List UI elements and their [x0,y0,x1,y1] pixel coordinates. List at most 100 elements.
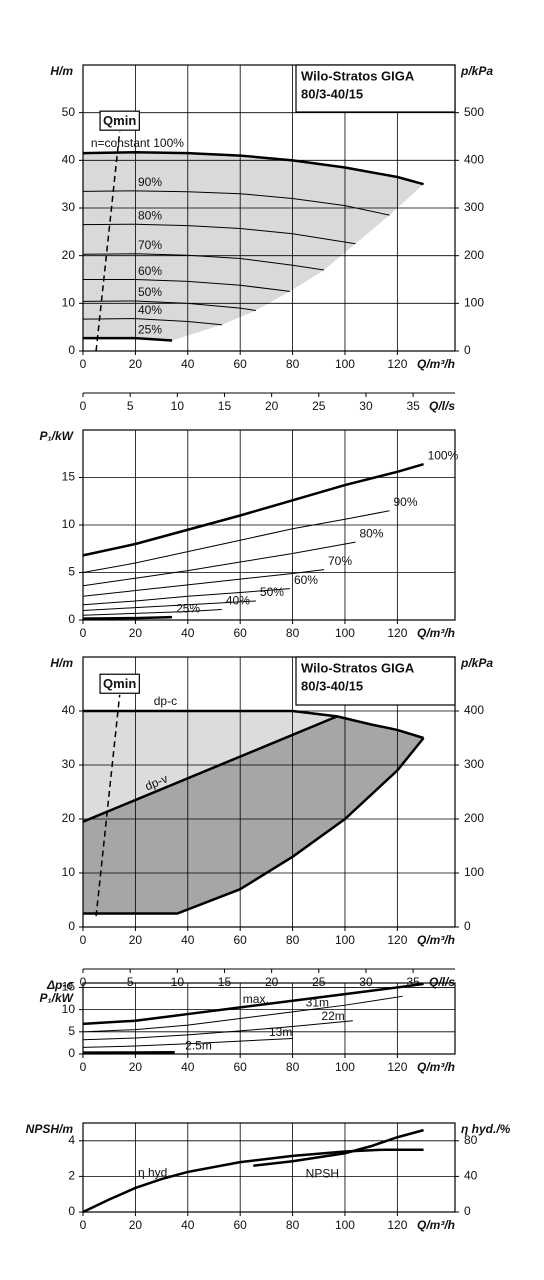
curve-label: 90% [138,175,162,189]
curve [82,600,256,611]
x-tick-label: 120 [387,1060,407,1074]
curve [82,223,356,245]
curve [82,300,256,311]
curve-label: 70% [328,554,352,568]
x2-tick-label: 10 [171,399,185,413]
chart-subtitle: 80/3-40/15 [301,86,363,101]
x-tick-label: 40 [181,626,195,640]
curve-label: NPSH [306,1166,339,1180]
x-tick-label: 80 [286,1218,300,1232]
x-tick-label: 40 [181,357,195,371]
y-tick-label: 20 [62,248,76,262]
x-tick-label: 120 [387,626,407,640]
plot-frame [82,982,456,1055]
curve [82,462,424,557]
y2-tick-label: 0 [464,919,471,933]
y2-tick-label: 0 [464,343,471,357]
title-box [295,64,456,113]
y-tick-label: 30 [62,757,76,771]
x-tick-label: 60 [234,357,248,371]
x2-axis-label: Q/l/s [429,399,455,413]
y-tick-label: 50 [62,105,76,119]
y-tick-label: 5 [68,1024,75,1038]
curve [82,1037,293,1048]
curve [82,150,424,186]
y2-tick-label: 200 [464,248,484,262]
x2-tick-label: 5 [127,399,134,413]
y-tick-label: 10 [62,865,76,879]
operating-range [83,152,424,341]
y-tick-label: 4 [68,1133,75,1147]
x2-tick-label: 0 [80,975,87,989]
curve-label: dp-c [154,694,177,708]
x-tick-label: 120 [387,1218,407,1232]
y-tick-label: 40 [62,703,76,717]
title-box [295,656,456,706]
dp-v-range [83,716,424,914]
x2-axis-label: Q/l/s [429,975,455,989]
x-axis-label: Q/m³/h [417,1218,455,1232]
curve-label: 60% [294,573,318,587]
curve-label: 40% [226,594,250,608]
curve [82,715,338,823]
curve-label: 50% [260,585,284,599]
qmin-line [95,694,121,917]
y-tick-label: 30 [62,200,76,214]
plot-frame [82,1122,456,1213]
y-tick-label: 0 [68,343,75,357]
y-tick-label: 2 [68,1169,75,1183]
x-tick-label: 60 [234,933,248,947]
y2-tick-label: 100 [464,296,484,310]
y-axis-label: H/m [50,656,73,670]
x-axis-label: Q/m³/h [417,357,455,371]
y-tick-label: 20 [62,811,76,825]
y-axis-label: H/m [50,64,73,78]
curve [82,190,390,216]
x-tick-label: 40 [181,933,195,947]
curve-label: 100% [428,448,459,462]
x2-tick-label: 15 [218,975,232,989]
x2-tick-label: 15 [218,399,232,413]
curve [82,318,222,326]
curve [82,569,325,597]
qmin-line [95,131,121,352]
y-axis-label: P₁/kW [39,991,74,1005]
x2-tick-label: 30 [359,975,373,989]
x-tick-label: 0 [80,626,87,640]
x-tick-label: 20 [129,626,143,640]
curve-label: 60% [138,264,162,278]
x2-tick-label: 25 [312,399,326,413]
x-tick-label: 120 [387,933,407,947]
y2-tick-label: 400 [464,703,484,717]
y2-tick-label: 80 [464,1133,478,1147]
y-tick-label: 15 [62,470,76,484]
curve [83,709,424,740]
x-tick-label: 40 [181,1218,195,1232]
x2-tick-label: 20 [265,399,279,413]
chart-subtitle: 80/3-40/15 [301,678,363,693]
x2-tick-label: 10 [171,975,185,989]
y2-tick-label: 200 [464,811,484,825]
curve [82,1020,353,1041]
x-tick-label: 60 [234,626,248,640]
x2-tick-label: 30 [359,399,373,413]
curve-label: max. [243,992,269,1006]
y-tick-label: 5 [68,565,75,579]
chart-title: Wilo-Stratos GIGA [301,68,415,83]
x-tick-label: 100 [335,1218,355,1232]
y-tick-label: 15 [62,980,76,994]
x-tick-label: 60 [234,1218,248,1232]
y-tick-label: 0 [68,919,75,933]
curve [82,510,390,573]
x-tick-label: 0 [80,1060,87,1074]
x-axis-label: Q/m³/h [417,626,455,640]
x-axis-label: Q/m³/h [417,1060,455,1074]
y-axis-label: P₁/kW [39,429,74,443]
curve-label: 90% [394,495,418,509]
curve-label: 31m [306,995,329,1009]
x2-tick-label: 5 [127,975,134,989]
chart-title: Wilo-Stratos GIGA [301,660,415,675]
curve-label: 70% [138,238,162,252]
curve-label: 80% [138,208,162,222]
y-tick-label: 10 [62,517,76,531]
